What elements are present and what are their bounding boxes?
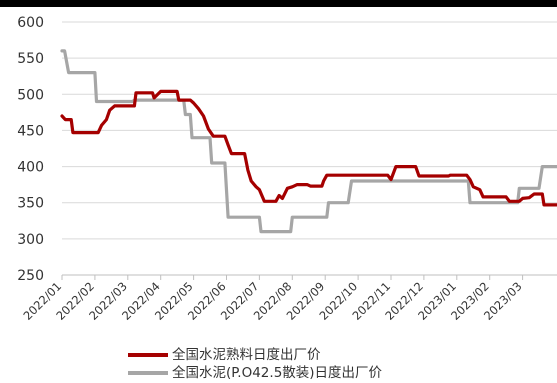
- y-tick-label-250: 250: [17, 268, 44, 284]
- y-tick-label-450: 450: [17, 123, 44, 139]
- legend-swatch-cement: [128, 371, 168, 375]
- y-tick-label-350: 350: [17, 196, 44, 212]
- series-line-clinker: [60, 89, 557, 207]
- legend-label-cement: 全国水泥(P.O42.5散装)日度出厂价: [172, 365, 383, 381]
- series-line-cement: [60, 49, 557, 234]
- y-tick-label-550: 550: [17, 51, 44, 67]
- x-axis: 2022/012022/022022/032022/042022/052022/…: [20, 274, 557, 323]
- y-tick-label-400: 400: [17, 160, 44, 176]
- top-border: [0, 0, 557, 7]
- legend-swatch-clinker: [128, 353, 168, 357]
- y-axis: 250 300 350 400 450 500 550 600: [17, 15, 44, 284]
- y-tick-label-300: 300: [17, 232, 44, 248]
- series-lines: [60, 49, 557, 234]
- y-tick-label-500: 500: [17, 87, 44, 103]
- y-tick-label-600: 600: [17, 15, 44, 31]
- gridlines: [62, 21, 557, 276]
- legend-label-clinker: 全国水泥熟料日度出厂价: [172, 347, 321, 363]
